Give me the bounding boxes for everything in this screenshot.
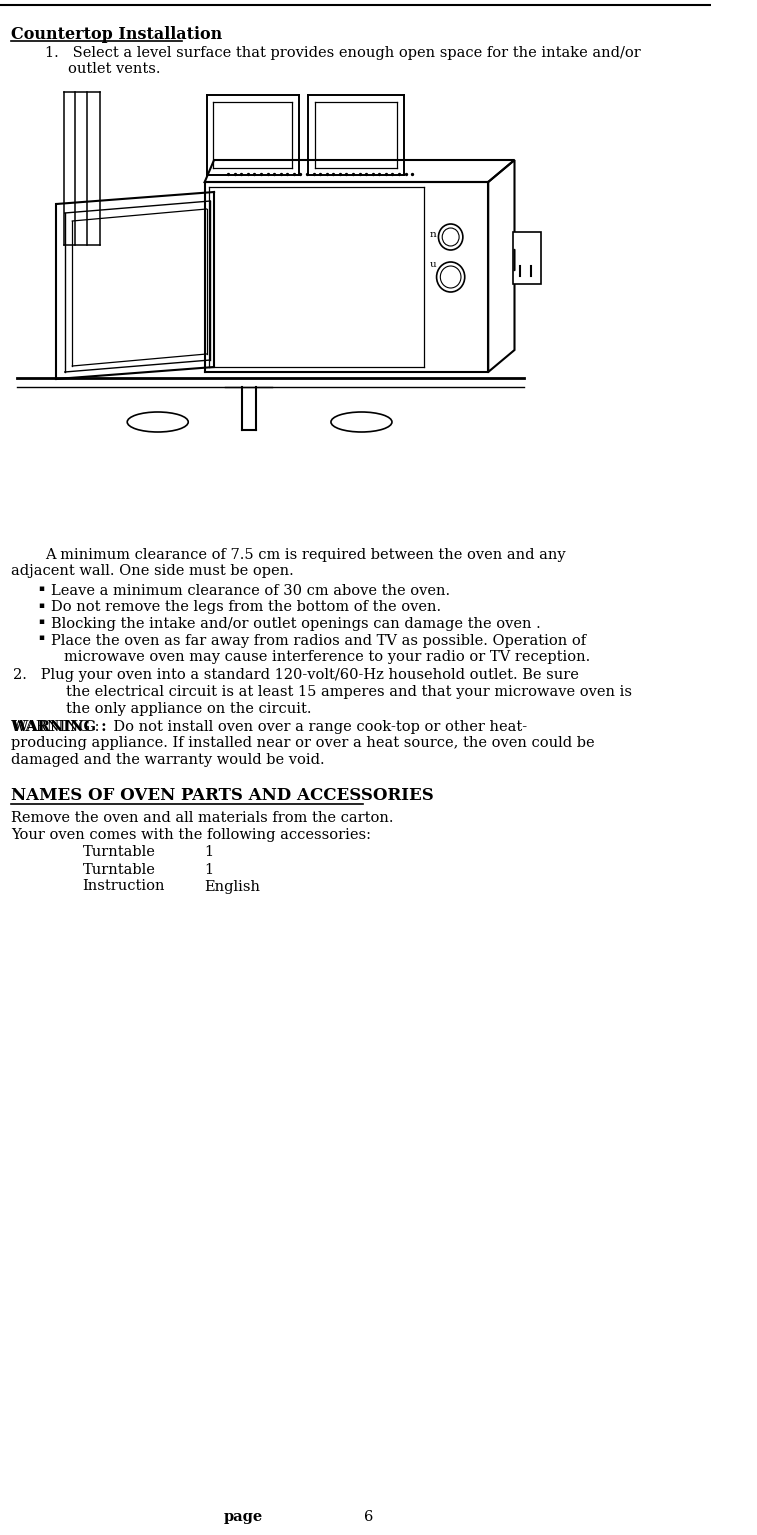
Text: the only appliance on the circuit.: the only appliance on the circuit. (66, 701, 311, 715)
Text: adjacent wall. One side must be open.: adjacent wall. One side must be open. (11, 565, 294, 579)
Text: WARNING :   Do not install oven over a range cook-top or other heat-: WARNING : Do not install oven over a ran… (11, 720, 528, 734)
Text: microwave oven may cause interference to your radio or TV reception.: microwave oven may cause interference to… (64, 649, 590, 665)
Text: 1: 1 (204, 846, 213, 860)
Text: 2.   Plug your oven into a standard 120-volt/60-Hz household outlet. Be sure: 2. Plug your oven into a standard 120-vo… (13, 669, 579, 683)
Text: page: page (223, 1510, 263, 1524)
Text: Blocking the intake and/or outlet openings can damage the oven .: Blocking the intake and/or outlet openin… (51, 617, 540, 631)
Text: the electrical circuit is at least 15 amperes and that your microwave oven is: the electrical circuit is at least 15 am… (66, 685, 632, 698)
Text: damaged and the warranty would be void.: damaged and the warranty would be void. (11, 754, 325, 768)
Text: ▪: ▪ (39, 600, 45, 609)
Text: ▪: ▪ (39, 583, 45, 593)
Text: A minimum clearance of 7.5 cm is required between the oven and any: A minimum clearance of 7.5 cm is require… (45, 548, 565, 562)
Text: Remove the oven and all materials from the carton.: Remove the oven and all materials from t… (11, 812, 394, 826)
Text: Countertop Installation: Countertop Installation (11, 26, 223, 43)
Text: Instruction: Instruction (83, 880, 165, 893)
Text: Do not remove the legs from the bottom of the oven.: Do not remove the legs from the bottom o… (51, 600, 441, 614)
Text: English: English (204, 880, 260, 893)
Text: WARNING :: WARNING : (11, 720, 107, 734)
Text: producing appliance. If installed near or over a heat source, the oven could be: producing appliance. If installed near o… (11, 737, 595, 751)
Text: 1.   Select a level surface that provides enough open space for the intake and/o: 1. Select a level surface that provides … (45, 46, 641, 60)
Text: Place the oven as far away from radios and TV as possible. Operation of: Place the oven as far away from radios a… (51, 634, 586, 648)
Text: u: u (430, 259, 437, 269)
Text: outlet vents.: outlet vents. (67, 61, 160, 77)
Text: Turntable: Turntable (83, 863, 155, 876)
Text: Leave a minimum clearance of 30 cm above the oven.: Leave a minimum clearance of 30 cm above… (51, 583, 450, 599)
Text: Turntable: Turntable (83, 846, 155, 860)
Text: 1: 1 (204, 863, 213, 876)
Text: ▪: ▪ (39, 617, 45, 626)
Text: NAMES OF OVEN PARTS AND ACCESSORIES: NAMES OF OVEN PARTS AND ACCESSORIES (11, 787, 434, 804)
Text: ▪: ▪ (39, 634, 45, 643)
Text: Your oven comes with the following accessories:: Your oven comes with the following acces… (11, 827, 371, 843)
Text: 6: 6 (364, 1510, 374, 1524)
Text: n: n (430, 230, 437, 239)
Bar (512, 232, 540, 284)
